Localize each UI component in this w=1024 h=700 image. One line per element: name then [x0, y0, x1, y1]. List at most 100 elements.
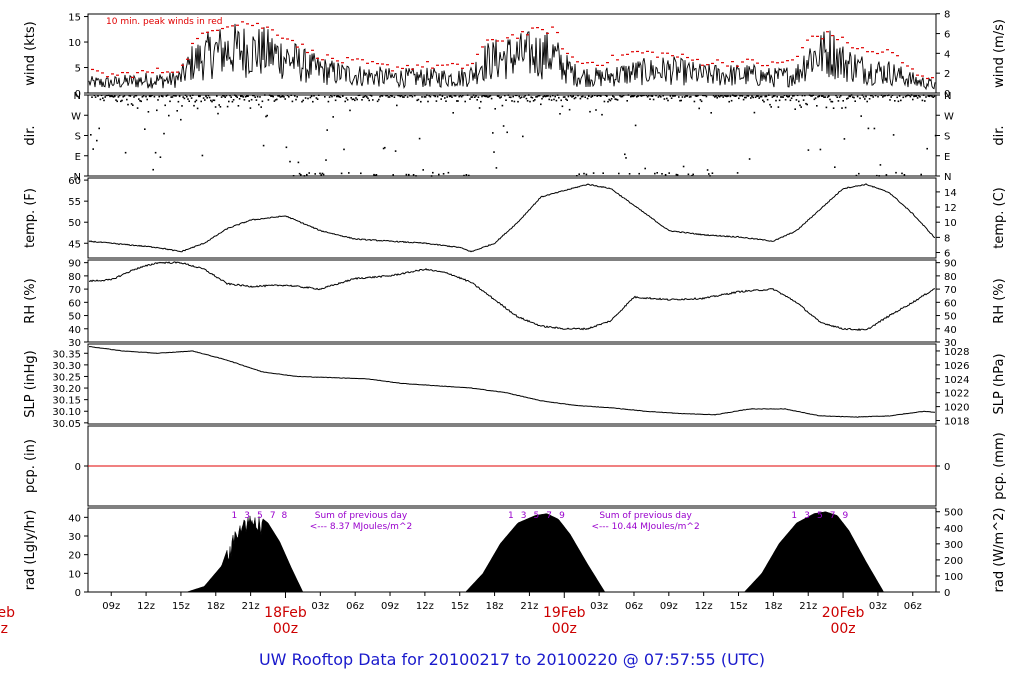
ytick-label-right-temp: 10	[944, 218, 957, 229]
ytick-label-right-rad: 500	[944, 508, 963, 519]
direction-point	[460, 95, 463, 98]
direction-point	[524, 94, 526, 97]
ytick-label-left-rh: 50	[68, 312, 81, 323]
direction-point	[222, 94, 224, 97]
direction-point	[662, 94, 664, 97]
direction-point	[194, 100, 196, 103]
direction-point	[673, 95, 675, 97]
direction-point	[490, 97, 493, 100]
direction-point	[472, 94, 475, 96]
direction-point	[722, 96, 724, 98]
direction-point	[462, 94, 464, 97]
direction-point	[370, 95, 373, 97]
local-hour-marker: 9	[843, 511, 849, 521]
direction-point	[402, 96, 404, 98]
direction-point	[519, 97, 522, 99]
direction-point	[522, 135, 524, 138]
direction-point	[200, 100, 202, 103]
ylabel-left-wind: wind (kts)	[23, 21, 38, 85]
direction-point	[354, 99, 356, 102]
direction-point	[607, 100, 609, 103]
direction-point	[492, 132, 494, 134]
direction-point	[159, 156, 162, 158]
direction-point	[861, 94, 864, 96]
direction-point	[880, 94, 883, 96]
direction-point	[532, 100, 535, 102]
panel-frame-temp	[87, 177, 937, 259]
ytick-label-right-pcp: 0	[944, 462, 950, 473]
direction-point	[447, 171, 450, 174]
direction-point	[762, 99, 764, 102]
direction-point	[748, 158, 751, 160]
slp-line	[89, 346, 936, 418]
direction-point	[367, 97, 369, 100]
direction-point	[526, 100, 529, 102]
direction-point	[211, 100, 213, 103]
direction-point	[813, 98, 816, 101]
direction-point	[784, 98, 787, 101]
ytick-label-left-rh: 30	[68, 338, 81, 349]
direction-point	[697, 94, 699, 97]
direction-point	[458, 95, 460, 98]
direction-point	[334, 99, 337, 102]
direction-point	[505, 99, 507, 101]
direction-point	[559, 113, 561, 115]
direction-point	[390, 94, 392, 97]
direction-point	[507, 94, 510, 96]
direction-point	[196, 107, 199, 110]
direction-point	[254, 96, 256, 98]
direction-point	[547, 95, 549, 97]
direction-point	[169, 100, 171, 103]
direction-point	[704, 94, 706, 97]
direction-point	[597, 94, 600, 97]
direction-point	[364, 94, 367, 97]
direction-point	[315, 97, 318, 99]
xtick-label: 21z	[242, 601, 260, 612]
direction-point	[678, 96, 680, 98]
direction-point	[663, 98, 666, 100]
direction-point	[577, 94, 579, 97]
direction-point	[176, 110, 178, 112]
ytick-label-right-rh: 90	[944, 259, 957, 270]
direction-point	[514, 94, 517, 97]
direction-point	[289, 160, 291, 163]
direction-point	[866, 100, 868, 103]
ytick-label-right-rad: 100	[944, 572, 963, 583]
direction-point	[474, 96, 476, 98]
direction-point	[102, 97, 104, 99]
direction-point	[212, 99, 214, 101]
direction-point	[817, 96, 819, 98]
direction-point	[279, 96, 282, 98]
direction-point	[163, 132, 165, 135]
direction-point	[410, 94, 412, 97]
ytick-label-right-rh: 40	[944, 325, 957, 336]
direction-point	[236, 96, 238, 98]
direction-point	[596, 95, 598, 97]
direction-point	[445, 100, 447, 102]
direction-point	[718, 95, 721, 98]
direction-point	[706, 169, 709, 171]
direction-point	[667, 99, 669, 102]
direction-point	[822, 95, 824, 97]
direction-point	[608, 98, 610, 101]
direction-point	[870, 94, 872, 97]
direction-point	[573, 97, 576, 100]
direction-point	[160, 95, 163, 97]
local-hour-marker: 7	[546, 511, 552, 521]
direction-point	[542, 96, 544, 98]
direction-point	[692, 173, 694, 176]
direction-point	[898, 95, 901, 97]
direction-point	[243, 99, 246, 101]
local-hour-marker: 5	[257, 511, 263, 521]
ylabel-right-slp: SLP (hPa)	[992, 353, 1007, 414]
direction-point	[530, 96, 532, 98]
direction-point	[913, 95, 915, 98]
direction-point	[873, 127, 876, 130]
direction-point	[219, 106, 222, 108]
direction-point	[520, 96, 523, 98]
direction-point	[712, 94, 715, 97]
ytick-label-left-slp: 30.05	[52, 419, 81, 430]
direction-point	[884, 94, 886, 97]
direction-point	[556, 94, 559, 96]
direction-point	[511, 100, 513, 102]
